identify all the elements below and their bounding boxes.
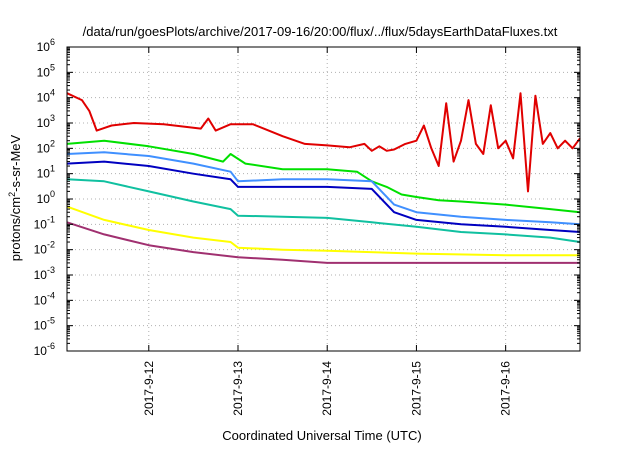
y-tick-label-base: 10 [37,167,51,181]
y-tick-label: 104 [37,88,55,105]
y-tick-label-base: 10 [34,344,48,358]
y-tick-label-exponent: -4 [47,290,55,300]
series-line-2 [66,139,581,214]
y-tick-label-base: 10 [37,116,51,130]
series-line-6 [66,205,580,257]
y-tick-label-base: 10 [37,65,51,79]
axis-ticks: 10-610-510-410-310-210-11001011021031041… [34,37,580,416]
y-axis-label-sup: 2 [7,192,17,197]
y-tick-label-exponent: 0 [50,189,55,199]
y-tick-label: 10-4 [34,290,55,307]
series-group [66,92,581,264]
y-tick-label-exponent: 1 [50,164,55,174]
y-axis-label-rest: -s-sr-MeV [8,134,23,191]
y-tick-label-exponent: 4 [50,88,55,98]
y-tick-label-exponent: -6 [47,341,55,351]
y-tick-label-exponent: -5 [47,316,55,326]
y-tick-label: 100 [37,189,55,206]
y-tick-label-base: 10 [37,91,51,105]
y-tick-label-base: 10 [37,141,51,155]
y-tick-label: 10-6 [34,341,55,358]
series-line-5 [66,178,581,243]
y-tick-label: 106 [37,37,55,54]
y-tick-label-base: 10 [34,243,48,257]
series-line-1 [66,92,581,193]
x-tick-label: 2017-9-12 [142,361,156,416]
y-tick-label-exponent: 6 [50,37,55,47]
y-axis-label: protons/cm2-s-sr-MeV [7,134,23,261]
grid [67,46,580,352]
y-tick-label-base: 10 [34,217,48,231]
y-tick-label-exponent: -3 [47,265,55,275]
y-tick-label-exponent: -1 [47,214,55,224]
y-tick-label: 10-1 [34,214,55,231]
y-tick-label-base: 10 [37,40,51,54]
y-tick-label-exponent: -2 [47,240,55,250]
y-tick-label-base: 10 [34,319,48,333]
x-tick-label: 2017-9-14 [320,361,334,416]
y-tick-label-base: 10 [34,293,48,307]
y-tick-label-exponent: 3 [50,113,55,123]
series-line-3 [66,151,581,226]
x-tick-label: 2017-9-15 [409,361,423,416]
y-tick-label: 105 [37,62,55,79]
y-tick-label-exponent: 5 [50,62,55,72]
chart-title: /data/run/goesPlots/archive/2017-09-16/2… [83,24,558,39]
y-tick-label-base: 10 [37,192,51,206]
x-tick-label: 2017-9-13 [231,361,245,416]
x-axis-label: Coordinated Universal Time (UTC) [222,428,421,443]
y-tick-label: 10-5 [34,316,55,333]
series-line-4 [66,160,581,233]
y-tick-label: 103 [37,113,55,130]
y-tick-label: 10-3 [34,265,55,282]
y-tick-label-exponent: 2 [50,138,55,148]
y-tick-label: 102 [37,138,55,155]
y-axis-label-base: protons/cm [8,197,23,261]
series-line-7 [66,221,580,264]
y-tick-label-base: 10 [34,268,48,282]
y-tick-label: 101 [37,164,55,181]
y-tick-label: 10-2 [34,240,55,257]
x-tick-label: 2017-9-16 [499,361,513,416]
